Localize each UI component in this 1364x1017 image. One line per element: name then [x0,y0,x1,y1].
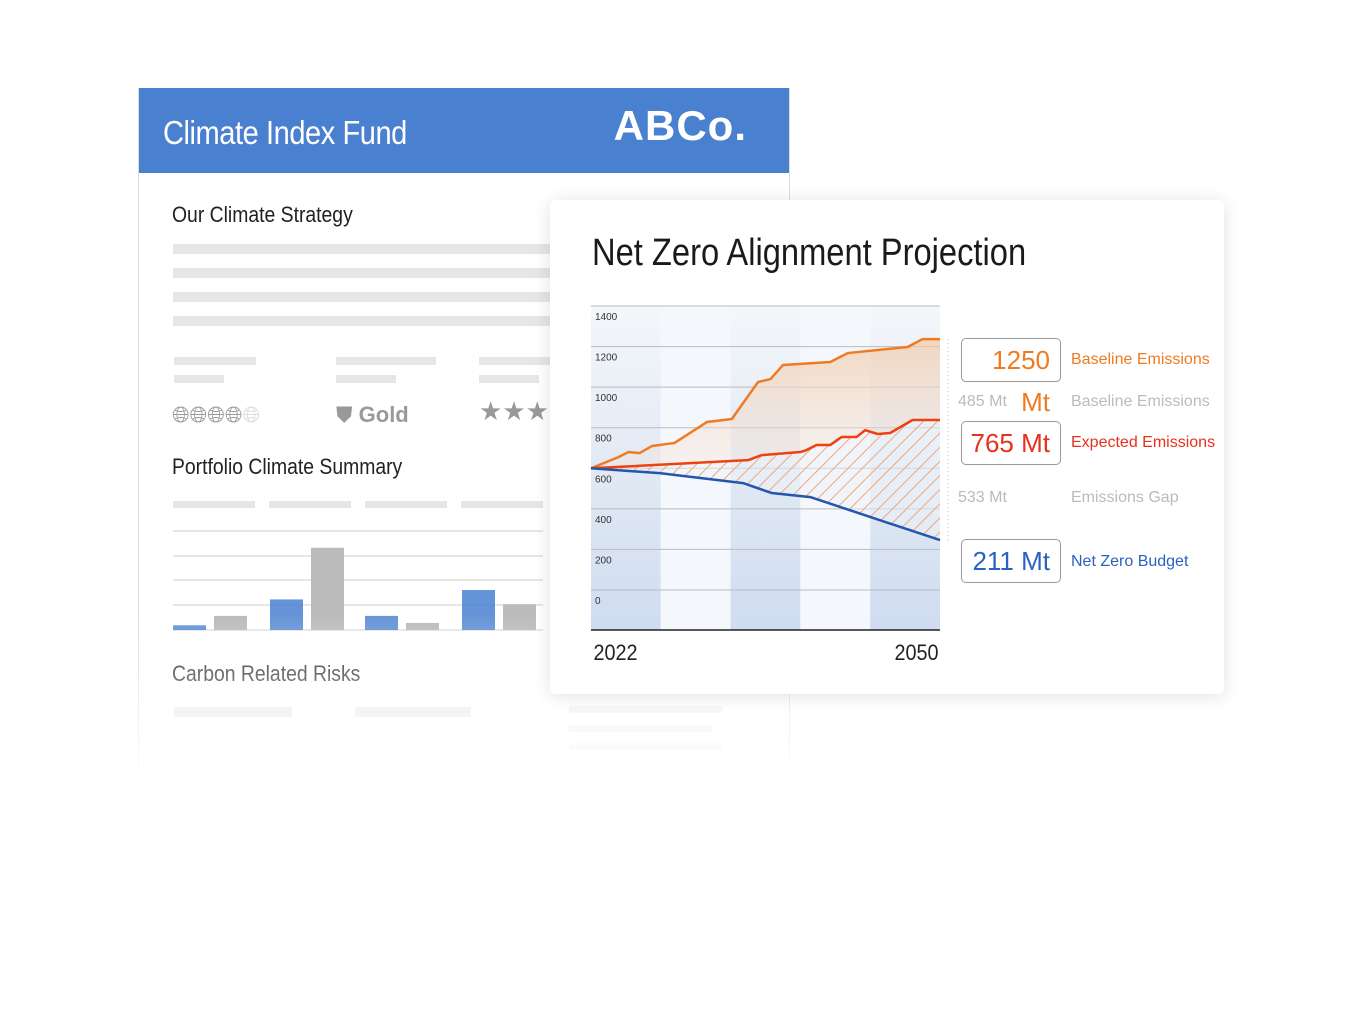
y-tick-label: 1000 [595,393,618,404]
globe-icon: 🌐︎ [224,402,243,427]
callout-value: 1250 Mt [992,345,1050,417]
donut-segment-gray [182,837,314,888]
bar-blue [173,625,206,630]
placeholder-line [479,375,539,383]
label-baseline-secondary: Baseline Emissions [1071,393,1210,410]
bar-blue [270,599,303,630]
value-baseline-secondary: 485 Mt [958,393,1007,410]
star-icon: ★ [525,396,549,426]
portfolio-bar-chart [173,501,543,631]
placeholder-line [479,357,559,365]
placeholder-line [569,725,712,732]
expected-emissions-line [590,418,940,470]
shield-star-icon: ⛊ [336,402,353,427]
bar-gray [406,622,439,630]
placeholder-line [173,292,553,302]
callout-expected: 765 Mt [961,421,1061,465]
placeholder-line [174,375,224,383]
y-tick-label: 1400 [595,312,618,323]
net-zero-budget-line [590,467,941,542]
x-label-start: 2022 [593,640,638,665]
y-tick-label: 0 [595,596,601,607]
label-expected: Expected Emissions [1071,434,1216,451]
company-logo: ABCo. [613,102,747,149]
callout-net-zero: 211 Mt [961,539,1061,583]
carbon-risk-donuts [182,837,495,888]
y-tick-label: 800 [595,434,612,445]
x-label-end: 2050 [894,640,939,665]
placeholder-line [569,743,722,750]
medal-label: Gold [358,402,409,427]
donut-ring [364,837,494,888]
document-title: Climate Index Fund [163,114,407,151]
globe-icon: 🌐︎ [207,402,225,427]
placeholder-line [336,357,436,365]
section-portfolio-summary: Portfolio Climate Summary [172,454,403,479]
card-title: Net Zero Alignment Projection [592,232,1027,274]
bar-gray [503,604,536,630]
donut-ring [183,837,313,888]
placeholder-line [174,707,292,717]
bar-gray [214,615,247,630]
placeholder-line [355,707,471,717]
callout-baseline: 1250 Mt [961,338,1061,417]
bar-legend-placeholder [269,501,351,508]
star-icon: ★ [502,396,526,426]
medal-rating: ⛊ Gold [336,402,409,428]
placeholder-line [174,357,256,365]
bar-legend-placeholder [365,501,447,508]
value-gap: 533 Mt [958,489,1007,506]
label-gap: Emissions Gap [1071,489,1179,506]
bar-blue [462,590,495,630]
donut-segment-gray [363,837,495,888]
star-rating: ★★★ [479,396,549,427]
y-tick-label: 600 [595,474,612,485]
y-tick-label: 400 [595,515,612,526]
section-carbon-risks: Carbon Related Risks [172,661,361,686]
placeholder-line [173,268,553,278]
callout-value: 211 Mt [972,546,1050,576]
star-icon: ★ [479,396,503,426]
bar-blue [365,615,398,630]
document-header: Climate Index Fund ABCo. [139,88,789,173]
placeholder-line [569,706,722,713]
placeholder-line [336,375,396,383]
section-climate-strategy: Our Climate Strategy [172,202,353,227]
y-tick-label: 1200 [595,353,618,364]
bar-legend-placeholder [173,501,255,508]
baseline-emissions-line [590,337,940,470]
callout-value: 765 Mt [970,428,1051,458]
globe-icon: 🌐︎ [189,402,208,427]
bar-gray [311,547,344,630]
label-net-zero: Net Zero Budget [1071,553,1189,570]
bar-legend-placeholder [461,501,543,508]
projection-chart: 0 200 400 600 800 1000 1200 1400 [590,305,949,631]
globe-icon: 🌐︎ [172,402,190,427]
globe-icon: 🌐︎ [242,402,261,427]
label-baseline: Baseline Emissions [1071,351,1210,368]
y-tick-label: 200 [595,555,612,566]
projection-card: Net Zero Alignment Projection 0 200 400 600… [550,200,1224,694]
placeholder-line [173,244,553,254]
globe-rating: 🌐︎🌐︎🌐︎🌐︎🌐︎ [172,402,260,428]
placeholder-line [173,316,553,326]
